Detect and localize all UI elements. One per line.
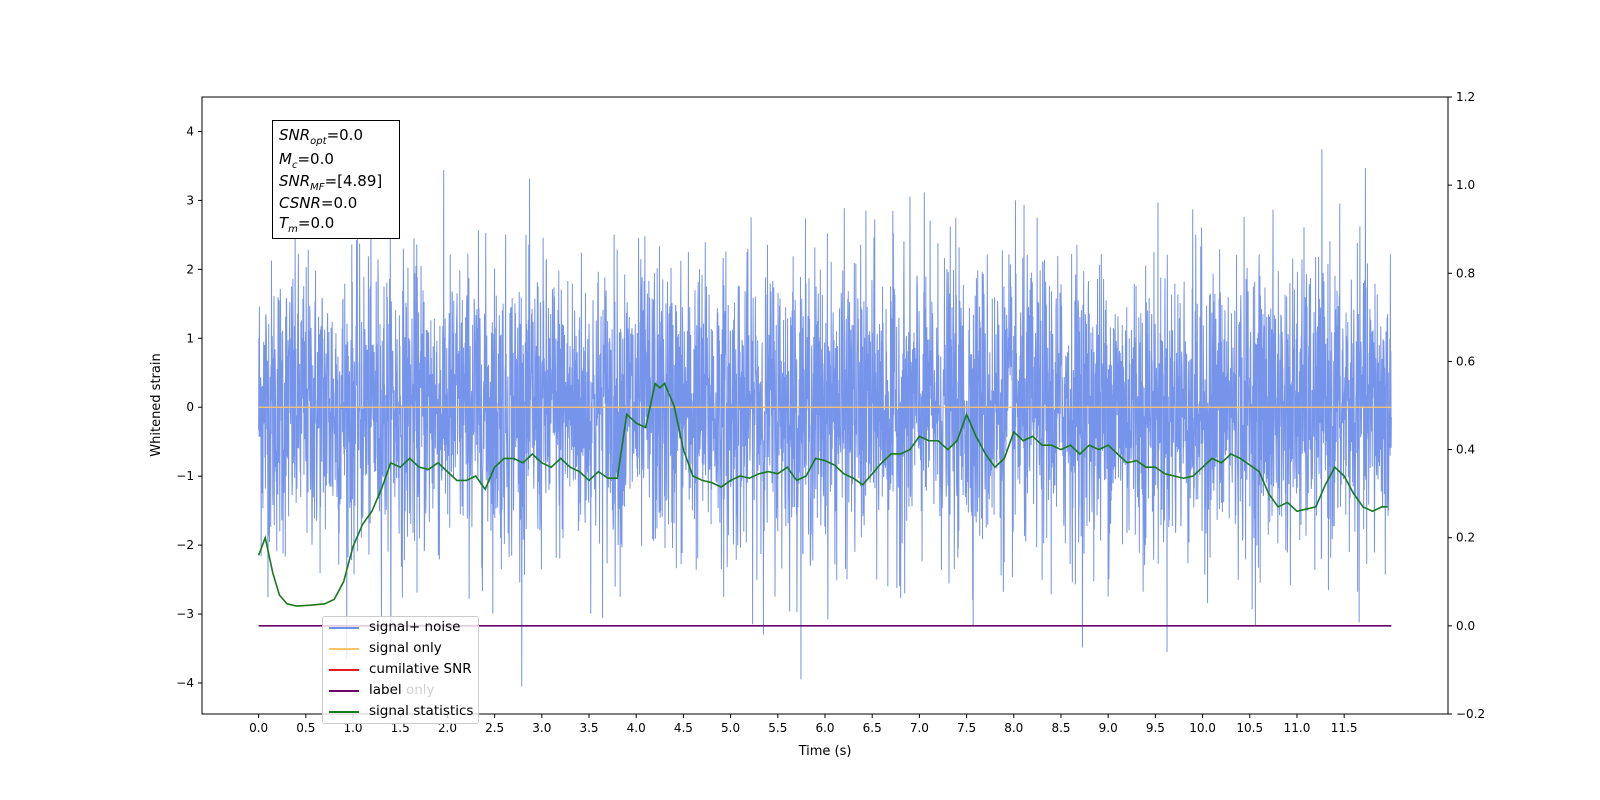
legend-label: signal only bbox=[369, 640, 442, 656]
x-tick-label: 9.0 bbox=[1099, 721, 1118, 735]
legend-item: signal statistics bbox=[327, 702, 477, 722]
x-tick-label: 11.0 bbox=[1284, 721, 1311, 735]
y-tick-label-right: 0.8 bbox=[1456, 266, 1475, 280]
series-signal-statistics bbox=[257, 381, 1388, 607]
x-tick-label: 11.5 bbox=[1331, 721, 1358, 735]
legend-label: signal statistics bbox=[369, 703, 474, 719]
x-tick-label: 9.5 bbox=[1146, 721, 1165, 735]
annotation-mc: Mc=0.0 bbox=[279, 150, 334, 171]
y-tick-label-left: −1 bbox=[176, 469, 194, 483]
y-tick-label-left: 4 bbox=[186, 124, 194, 138]
y-tick-label-left: −4 bbox=[176, 676, 194, 690]
x-axis: 0.0 0.5 1.0 1.5 2.0 2.5 3.0 3.5 4.0 4.5 5.0 5.5 6.0 6… bbox=[249, 714, 1358, 735]
y-tick-label-right: 0.6 bbox=[1456, 354, 1475, 368]
y-tick-label-right: −0.2 bbox=[1456, 707, 1485, 721]
legend-item: signal+ noise bbox=[327, 618, 477, 638]
legend-swatch bbox=[329, 648, 359, 650]
x-tick-label: 0.5 bbox=[296, 721, 315, 735]
legend-swatch bbox=[329, 711, 359, 713]
y-axis-right: 1.2 1.0 0.8 0.6 0.4 0.2 0.0 −0.2 bbox=[1448, 90, 1485, 721]
annotation-box: SNRopt=0.0 Mc=0.0 SNRMF=[4.89] CSNR=0.0 … bbox=[272, 120, 400, 239]
legend-label: cumilative SNR bbox=[369, 661, 472, 677]
x-tick-label: 4.5 bbox=[674, 721, 693, 735]
x-tick-label: 3.5 bbox=[579, 721, 598, 735]
x-tick-label: 8.5 bbox=[1051, 721, 1070, 735]
x-tick-label: 3.0 bbox=[532, 721, 551, 735]
y-tick-label-left: 0 bbox=[186, 400, 194, 414]
x-tick-label: 1.5 bbox=[391, 721, 410, 735]
legend-swatch bbox=[329, 669, 359, 671]
y-tick-label-right: 1.0 bbox=[1456, 178, 1475, 192]
legend-swatch bbox=[329, 627, 359, 629]
annotation-tm: Tm=0.0 bbox=[279, 214, 335, 235]
y-tick-label-left: 1 bbox=[186, 331, 194, 345]
x-tick-label: 4.0 bbox=[627, 721, 646, 735]
x-tick-label: 5.0 bbox=[721, 721, 740, 735]
x-tick-label: 7.0 bbox=[910, 721, 929, 735]
x-tick-label: 10.5 bbox=[1236, 721, 1263, 735]
legend-swatch bbox=[329, 690, 359, 692]
x-tick-label: 2.0 bbox=[438, 721, 457, 735]
y-tick-label-left: −2 bbox=[176, 538, 194, 552]
y-tick-label-left: −3 bbox=[176, 607, 194, 621]
y-tick-label-left: 3 bbox=[186, 193, 194, 207]
x-tick-label: 5.5 bbox=[768, 721, 787, 735]
legend-item: cumilative SNR bbox=[327, 660, 477, 680]
x-tick-label: 10.0 bbox=[1189, 721, 1216, 735]
annotation-snr-mf: SNRMF=[4.89] bbox=[279, 172, 383, 193]
legend-label: signal+ noise bbox=[369, 619, 461, 635]
y-axis-label: Whitened strain bbox=[149, 353, 164, 456]
y-tick-label-left: 2 bbox=[186, 262, 194, 276]
legend-item: label bbox=[327, 681, 477, 701]
x-tick-label: 7.5 bbox=[957, 721, 976, 735]
y-tick-label-right: 0.4 bbox=[1456, 443, 1475, 457]
y-tick-label-right: 0.2 bbox=[1456, 531, 1475, 545]
legend-label: label bbox=[369, 682, 402, 698]
annotation-csnr: CSNR=0.0 bbox=[279, 194, 358, 212]
annotation-snr-opt: SNRopt=0.0 bbox=[279, 126, 363, 147]
x-tick-label: 1.0 bbox=[343, 721, 362, 735]
x-tick-label: 0.0 bbox=[249, 721, 268, 735]
series-signal-noise bbox=[258, 149, 1392, 687]
y-axis-left: 4 3 2 1 0 −1 −2 −3 −4 bbox=[176, 124, 202, 690]
x-axis-label: Time (s) bbox=[798, 744, 852, 759]
x-tick-label: 2.5 bbox=[485, 721, 504, 735]
y-tick-label-right: 0.0 bbox=[1456, 619, 1475, 633]
legend-item: label only bbox=[327, 681, 477, 701]
legend-label: label only bbox=[369, 682, 435, 698]
x-tick-label: 6.0 bbox=[815, 721, 834, 735]
legend-item: signal only bbox=[327, 639, 477, 659]
x-tick-label: 6.5 bbox=[863, 721, 882, 735]
noise-series bbox=[258, 149, 1392, 687]
legend: signal+ noise signal only cumilative SNR… bbox=[322, 616, 479, 724]
y-tick-label-right: 1.2 bbox=[1456, 90, 1475, 104]
x-tick-label: 8.0 bbox=[1004, 721, 1023, 735]
